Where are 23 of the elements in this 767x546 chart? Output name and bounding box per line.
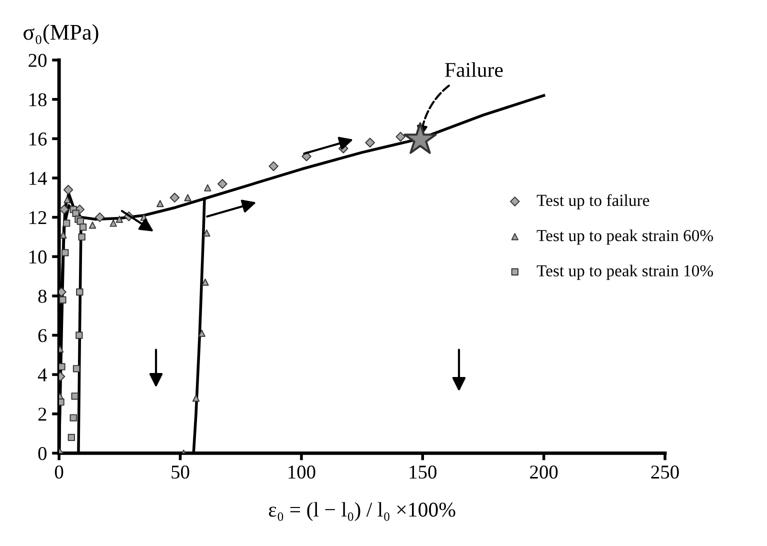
y-tick-label: 6: [38, 329, 47, 342]
x-tick-label: 100: [288, 466, 316, 479]
y-tick-label: 4: [38, 368, 47, 382]
y-axis-title: σ₀(MPa): [24, 24, 98, 44]
x-tick-label: 250: [651, 466, 679, 479]
x-tick-label: 50: [172, 466, 190, 479]
y-tick-label: 20: [28, 54, 47, 67]
y-tick-label: 0: [38, 446, 47, 460]
legend-label: Test up to peak strain 10%: [536, 264, 714, 280]
y-tick-label: 18: [30, 93, 47, 106]
y-tick-label: 16: [30, 132, 47, 146]
legend-label: Test up to failure: [536, 194, 650, 210]
y-tick-label: 2: [38, 408, 46, 421]
y-tick-label: 14: [30, 172, 47, 185]
x-tick-label: 150: [410, 466, 436, 479]
annotation: Failure: [445, 62, 503, 77]
y-tick-label: 12: [30, 211, 46, 224]
x-axis-title: ε₀ = (l − l₀) / l₀ ×100%: [268, 502, 456, 521]
y-tick-label: 10: [30, 250, 47, 264]
y-tick-label: 8: [38, 290, 47, 303]
x-tick-label: 200: [530, 466, 558, 479]
legend-label: Test up to peak strain 60%: [536, 229, 714, 245]
x-tick-label: 0: [54, 466, 64, 479]
